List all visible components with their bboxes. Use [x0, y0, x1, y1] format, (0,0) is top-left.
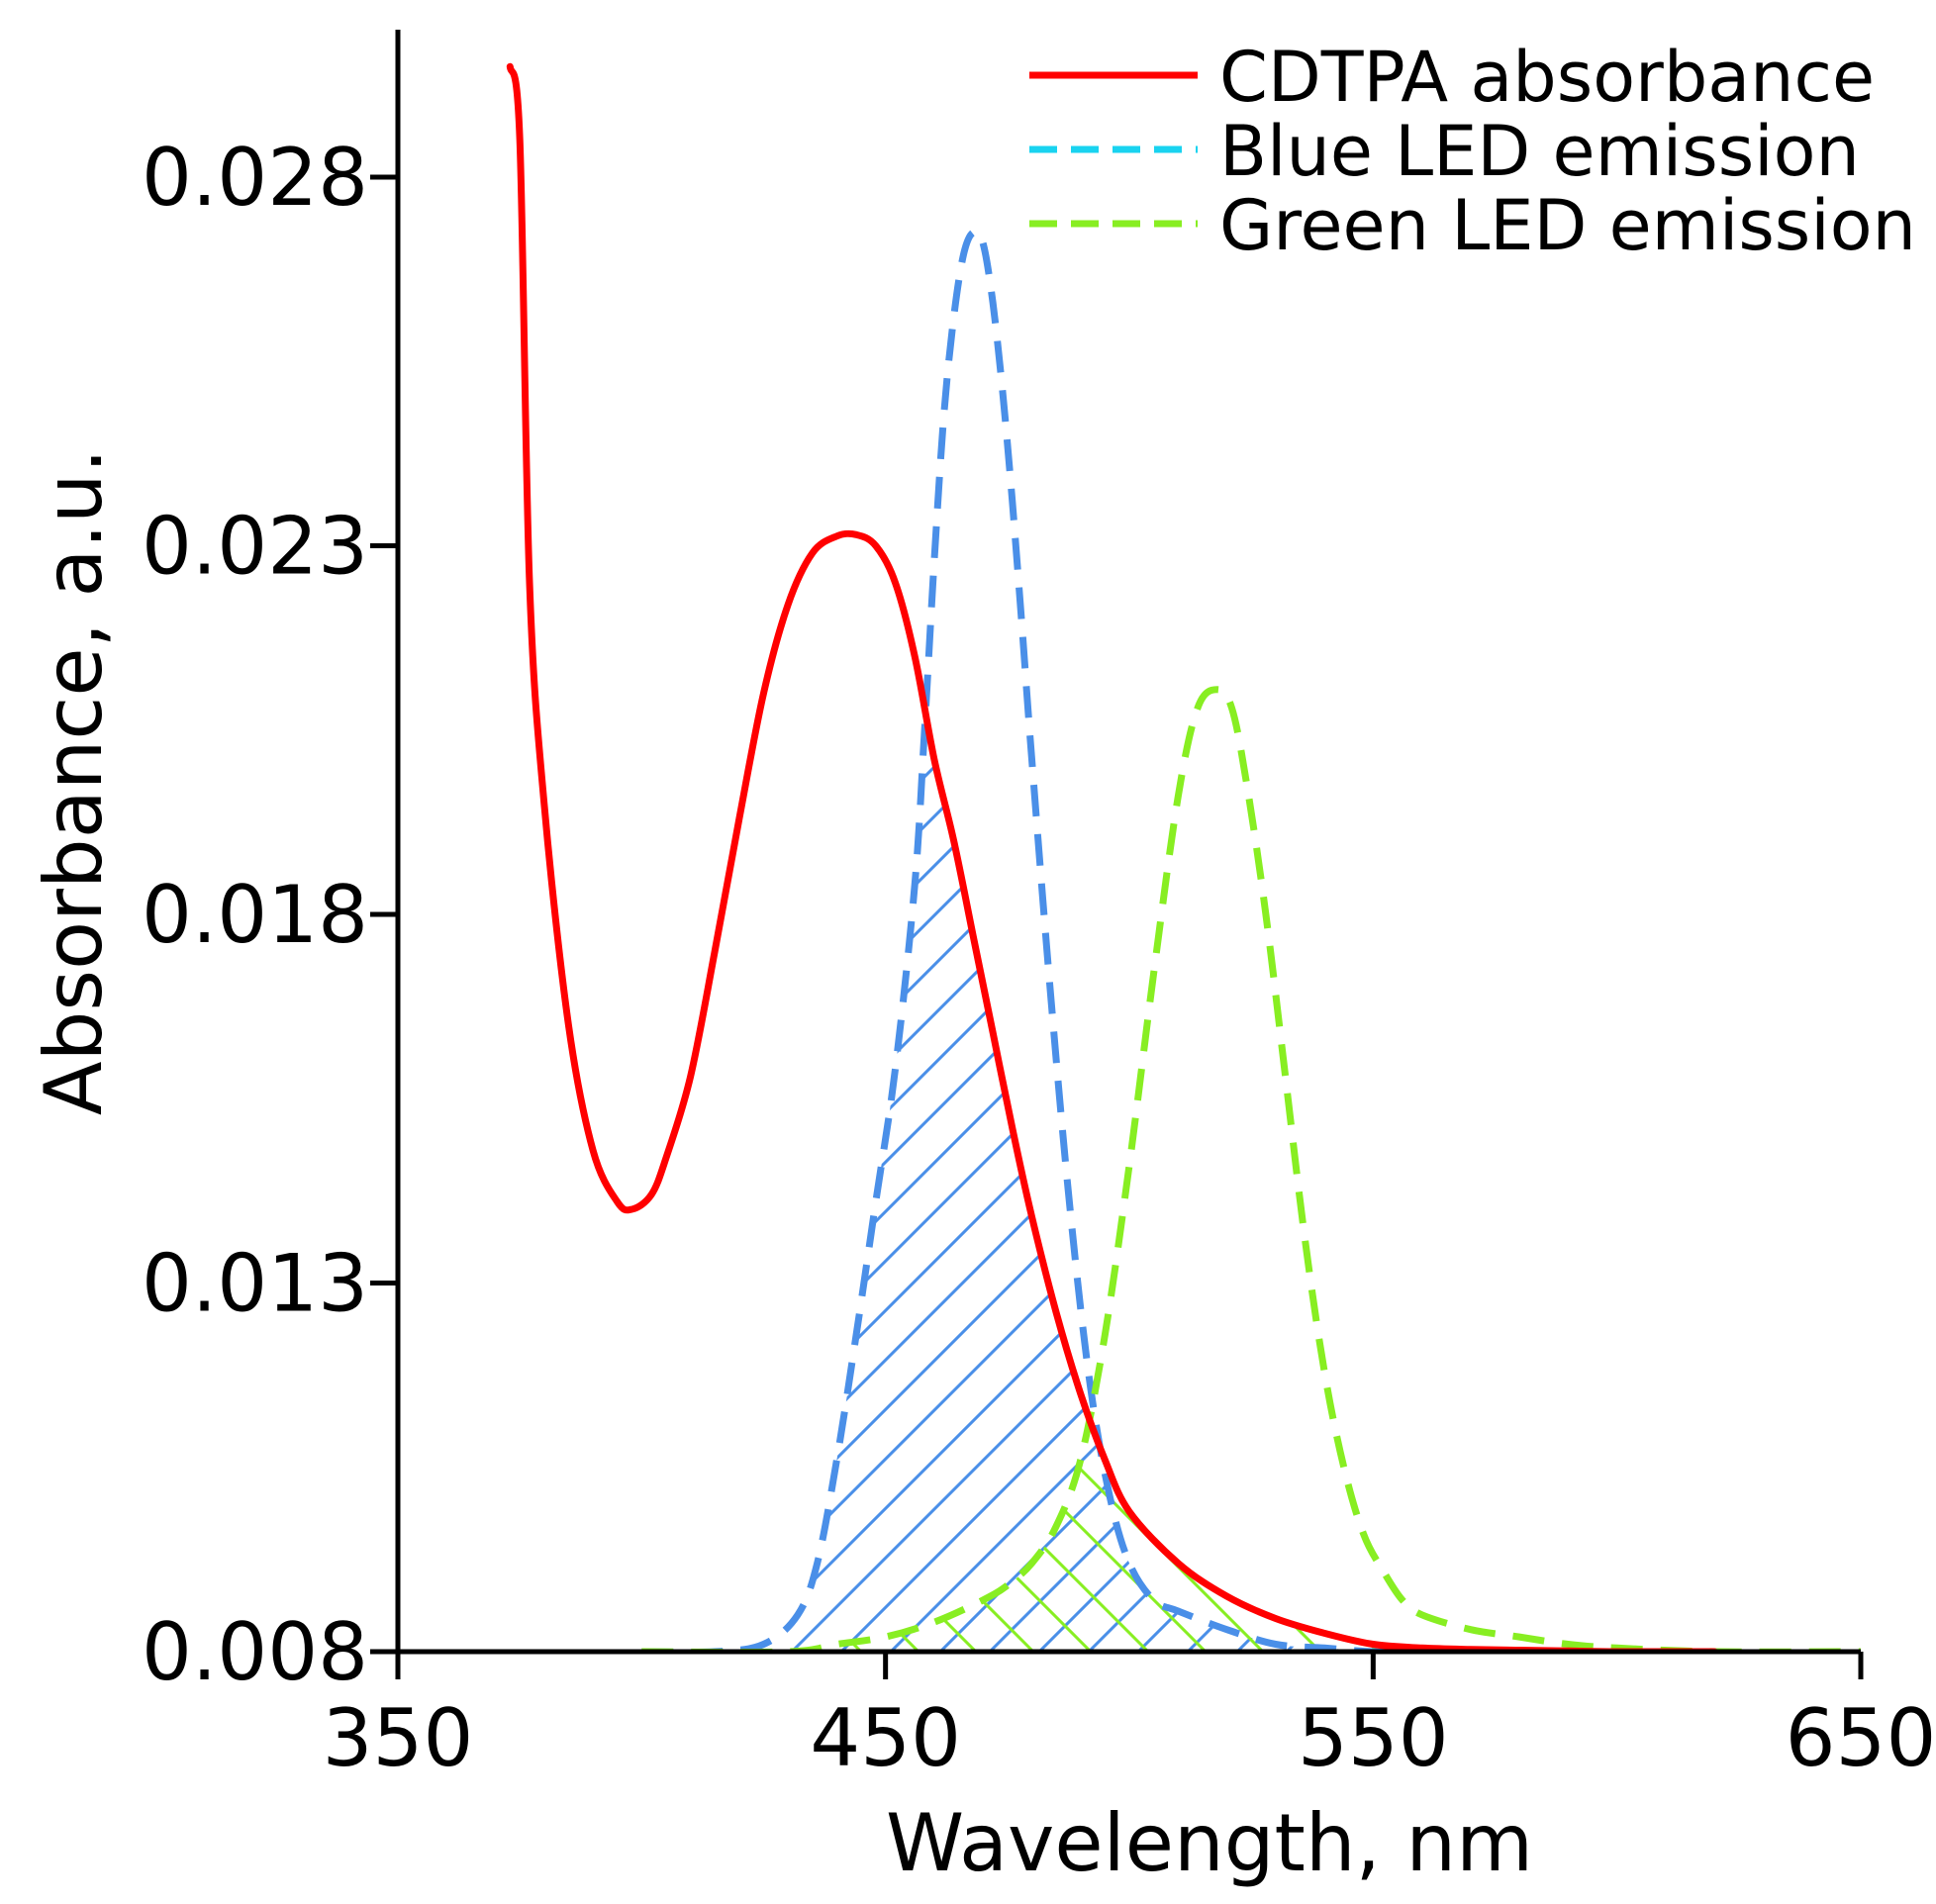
blue-overlap-hatch-line [1683, 266, 1936, 1652]
green-overlap-hatch-line [1310, 689, 1715, 1653]
green-overlap-hatch-line [641, 689, 863, 1653]
x-tick-label-650: 650 [1786, 1692, 1936, 1784]
green-overlap-hatch-line [1425, 689, 1715, 1653]
blue-overlap-hatch-line [641, 264, 1617, 1653]
blue-overlap-hatch-line [1087, 264, 1617, 1653]
series-lines [506, 62, 1862, 1653]
green-overlap-hatch-line [851, 689, 1715, 1653]
blue-overlap-hatch-line [1582, 264, 1617, 1653]
green-overlap-hatch-line [641, 689, 1609, 1653]
blue-overlap-hatch-line [641, 264, 1617, 1653]
green-overlap-hatch-line [641, 689, 1715, 1653]
blue-overlap-hatch-line [1930, 266, 1936, 1652]
green-overlap-hatch-line [679, 689, 1715, 1653]
y-tick-label-0.013: 0.013 [142, 1238, 368, 1330]
blue-overlap-hatch-line [1782, 266, 1936, 1652]
green-overlap-hatch-line [1368, 689, 1715, 1653]
green-overlap-hatch-line [1138, 689, 1715, 1653]
green-overlap-hatch-line [641, 689, 920, 1653]
blue-overlap-hatch-line [1881, 266, 1936, 1652]
blue-overlap-hatch-line [1037, 264, 1617, 1653]
green-overlap-hatch-line [1772, 266, 1936, 1652]
legend-label-green-led-emission: Green LED emission [1219, 185, 1916, 266]
blue-overlap-hatch-line [641, 264, 1617, 1653]
blue-overlap-hatch-line [839, 264, 1617, 1653]
green-overlap-hatch-line [1712, 689, 1715, 1653]
green-overlap-hatch-line [1081, 689, 1715, 1653]
blue-overlap-hatch-line [1831, 266, 1936, 1652]
blue-overlap-hatch-line [641, 264, 1617, 1653]
blue-overlap-hatch-line [938, 264, 1617, 1653]
x-tick-label-350: 350 [323, 1692, 474, 1784]
x-axis-ticks: 350 450 550 650 [323, 1652, 1936, 1784]
legend-label-blue-led-emission: Blue LED emission [1219, 111, 1860, 192]
blue-overlap-hatch-line [641, 264, 893, 1653]
blue-overlap-hatch-line [1334, 264, 1617, 1653]
green-overlap-hatch-line [794, 689, 1715, 1653]
x-axis-label: Wavelength, nm [886, 1797, 1533, 1889]
x-tick-label-550: 550 [1298, 1692, 1449, 1784]
y-tick-label-0.008: 0.008 [142, 1606, 368, 1698]
legend-label-cdtpa-absorbance: CDTPA absorbance [1219, 37, 1875, 118]
green-overlap-hatch-line [641, 689, 1715, 1653]
blue-overlap-hatch-line [691, 264, 1617, 1653]
blue-overlap-hatch-line [641, 264, 1617, 1653]
x-tick-label-450: 450 [810, 1692, 961, 1784]
y-axis-ticks: 0.008 0.013 0.018 0.023 0.028 [142, 132, 398, 1698]
series-blue-led-emission [641, 228, 1617, 1653]
green-overlap-hatch-line [1540, 689, 1715, 1653]
y-tick-label-0.018: 0.018 [142, 869, 368, 961]
blue-overlap-hatch-line [1532, 264, 1617, 1653]
blue-overlap-hatch-line [790, 264, 1617, 1653]
green-overlap-hatch-line [1483, 689, 1715, 1653]
green-overlap-hatch-line [641, 689, 1552, 1653]
series-green-led-emission [641, 686, 1862, 1653]
green-overlap-hatch-line [1597, 689, 1715, 1653]
green-overlap-hatch-line [641, 689, 1715, 1653]
green-overlap-hatch-line [1887, 266, 1936, 1652]
blue-overlap-hatch-line [1186, 264, 1617, 1653]
blue-overlap-hatch-line [1633, 266, 1936, 1652]
series-cdtpa-absorbance [506, 62, 1718, 1653]
green-overlap-hatch-line [1655, 689, 1715, 1653]
blue-overlap-hatch-line [1433, 264, 1617, 1653]
y-tick-label-0.028: 0.028 [142, 132, 368, 224]
green-overlap-hatch-line [641, 689, 806, 1653]
green-overlap-hatch-line [1023, 689, 1715, 1653]
blue-overlap-hatch-line [1235, 264, 1617, 1653]
blue-overlap-hatch-line [641, 264, 1586, 1653]
y-axis-label: Absorbance, a.u. [28, 448, 120, 1115]
blue-overlap-hatch-line [641, 264, 1617, 1653]
blue-overlap-hatch-line [641, 264, 1617, 1653]
green-overlap-hatch-line [909, 689, 1715, 1653]
blue-overlap-hatch-line [641, 264, 1617, 1653]
green-overlap-hatch-line [641, 689, 1715, 1653]
blue-overlap-hatch-line [1384, 264, 1617, 1653]
blue-overlap-hatch-line [1136, 264, 1617, 1653]
green-overlap-hatch-line [966, 689, 1715, 1653]
blue-overlap-hatch-line [1483, 264, 1617, 1653]
green-overlap-hatch-line [641, 689, 1715, 1653]
blue-overlap-hatch-line [641, 264, 1617, 1653]
green-overlap-hatch-line [1253, 689, 1715, 1653]
green-overlap-hatch-line [1829, 266, 1936, 1652]
blue-overlap-hatch-line [988, 264, 1617, 1653]
green-overlap-hatch-line [1196, 689, 1715, 1653]
blue-overlap-hatch-line [1732, 266, 1936, 1652]
green-overlap-hatch-line [641, 689, 1667, 1653]
blue-overlap-hatch-line [1285, 264, 1617, 1653]
y-tick-label-0.023: 0.023 [142, 501, 368, 593]
